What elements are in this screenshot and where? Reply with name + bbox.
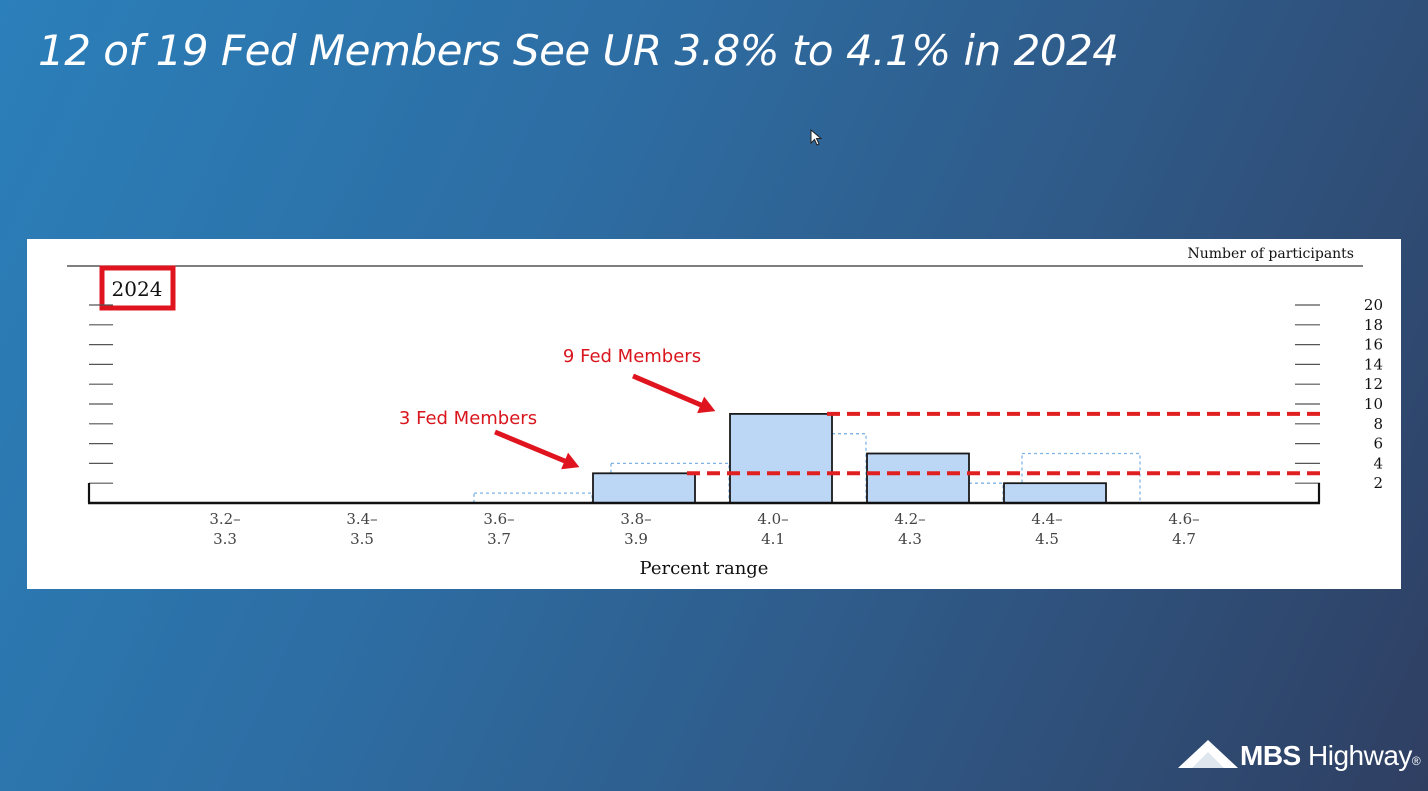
category-top-1: 3.4– bbox=[346, 510, 377, 528]
slide-title: 12 of 19 Fed Members See UR 3.8% to 4.1%… bbox=[38, 26, 1119, 75]
category-top-2: 3.6– bbox=[483, 510, 514, 528]
category-top-7: 4.6– bbox=[1168, 510, 1199, 528]
right-axis-label: Number of participants bbox=[1187, 246, 1354, 262]
category-top-0: 3.2– bbox=[209, 510, 240, 528]
annotation-arrow-shaft-1 bbox=[494, 429, 573, 467]
y-tick-label-8: 8 bbox=[1373, 415, 1383, 433]
previous-bar-2 bbox=[473, 492, 593, 504]
annotation-label-0: 9 Fed Members bbox=[563, 346, 701, 367]
bars bbox=[592, 412, 1107, 504]
category-top-3: 3.8– bbox=[620, 510, 651, 528]
x-category-labels: 3.2– 3.3 3.4– 3.5 3.6– 3.7 3.8– 3.9 4.0– 4.1 4.2– 4… bbox=[209, 510, 1199, 548]
category-bottom-2: 3.7 bbox=[487, 530, 511, 548]
y-tick-label-20: 20 bbox=[1364, 296, 1383, 314]
category-bottom-4: 4.1 bbox=[761, 530, 785, 548]
right-tick-marks bbox=[1295, 304, 1320, 484]
category-bottom-1: 3.5 bbox=[350, 530, 374, 548]
reference-lines bbox=[687, 411, 1325, 476]
annotation-arrow-head-1 bbox=[561, 452, 580, 470]
category-bottom-3: 3.9 bbox=[624, 530, 648, 548]
logo-bold-text: MBS bbox=[1240, 740, 1301, 771]
year-highlight-box bbox=[99, 265, 176, 311]
bar-4 bbox=[729, 412, 833, 504]
category-top-6: 4.4– bbox=[1031, 510, 1062, 528]
logo-registered-mark: ® bbox=[1411, 754, 1421, 768]
bar-5 bbox=[866, 452, 970, 504]
y-tick-label-18: 18 bbox=[1364, 316, 1383, 334]
bar-6 bbox=[1003, 482, 1107, 504]
annotation-label-1: 3 Fed Members bbox=[399, 408, 537, 429]
y-tick-label-16: 16 bbox=[1364, 336, 1383, 354]
category-bottom-7: 4.7 bbox=[1172, 530, 1196, 548]
y-tick-label-6: 6 bbox=[1373, 435, 1383, 453]
category-bottom-5: 4.3 bbox=[898, 530, 922, 548]
annotations: 9 Fed Members 3 Fed Members bbox=[399, 346, 716, 470]
category-top-4: 4.0– bbox=[757, 510, 788, 528]
category-bottom-6: 4.5 bbox=[1035, 530, 1059, 548]
year-label: 2024 bbox=[112, 277, 163, 301]
x-axis-label: Percent range bbox=[640, 558, 769, 579]
left-tick-marks bbox=[89, 304, 113, 484]
mouse-cursor-icon bbox=[810, 129, 822, 146]
mbs-highway-logo: MBS Highway® bbox=[1178, 736, 1421, 776]
y-tick-label-14: 14 bbox=[1364, 355, 1383, 373]
y-tick-label-2: 2 bbox=[1373, 474, 1383, 492]
annotation-arrow-shaft-0 bbox=[632, 373, 709, 411]
category-bottom-0: 3.3 bbox=[213, 530, 237, 548]
mountain-logo-icon bbox=[1178, 740, 1238, 768]
baseline bbox=[87, 483, 1321, 505]
chart-panel: Number of participants 2024 2 4 6 8 10 12 14 16… bbox=[27, 239, 1401, 589]
logo-light-text: Highway bbox=[1308, 740, 1412, 771]
y-tick-label-10: 10 bbox=[1364, 395, 1383, 413]
y-tick-label-4: 4 bbox=[1373, 454, 1383, 472]
annotation-arrow-head-0 bbox=[697, 396, 716, 414]
y-tick-label-12: 12 bbox=[1364, 375, 1383, 393]
category-top-5: 4.2– bbox=[894, 510, 925, 528]
bar-3 bbox=[592, 472, 696, 504]
dot-plot-histogram: Number of participants 2024 2 46 8 10 12 1416… bbox=[67, 246, 1383, 579]
